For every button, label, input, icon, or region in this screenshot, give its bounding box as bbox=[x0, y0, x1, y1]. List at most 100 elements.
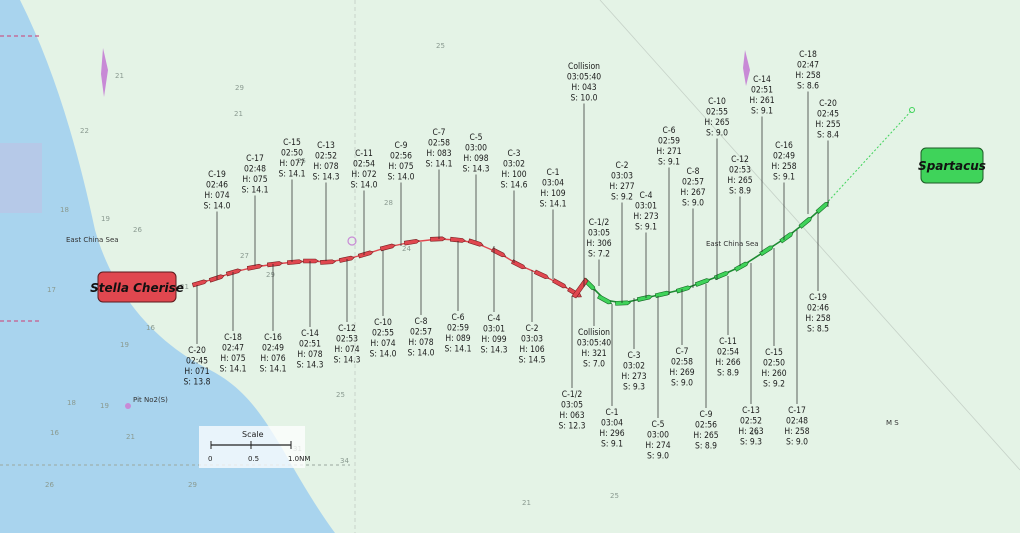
collision-label-stella: Collision 03:05:40 H: 043 S: 10.0 bbox=[567, 62, 601, 287]
label-line: S: 14.1 bbox=[279, 170, 306, 180]
depth-sounding: 25 bbox=[610, 492, 619, 500]
stella-label-text: C-5 03:00 H: 098 S: 14.3 bbox=[463, 133, 490, 175]
stella-label-text: C-3 03:02 H: 100 S: 14.6 bbox=[501, 149, 528, 191]
stella-label: C-16 02:49 H: 076 S: 14.1 bbox=[260, 264, 287, 375]
spartacus-name: Spartacus bbox=[918, 159, 986, 173]
label-line: H: 100 bbox=[501, 170, 526, 180]
label-line: H: 273 bbox=[621, 372, 646, 382]
label-line: 02:51 bbox=[751, 86, 773, 96]
label-line: H: 072 bbox=[351, 170, 376, 180]
label-line: C-4 bbox=[488, 314, 501, 324]
label-line: C-10 bbox=[374, 318, 392, 328]
restricted-zone bbox=[0, 143, 42, 213]
label-line: 03:03 bbox=[521, 335, 543, 345]
spartacus-label: C-16 02:49 H: 258 S: 9.1 bbox=[771, 141, 797, 240]
spartacus-label-text: C-2 03:03 H: 277 S: 9.2 bbox=[609, 161, 634, 203]
label-line: 02:53 bbox=[729, 166, 751, 176]
label-line: Collision bbox=[568, 62, 600, 72]
label-line: S: 14.0 bbox=[204, 202, 231, 212]
label-line: H: 106 bbox=[519, 345, 544, 355]
label-line: C-19 bbox=[809, 293, 827, 303]
collision-label-spartacus: Collision 03:05:40 H: 321 S: 7.0 bbox=[577, 289, 611, 370]
ship-hull bbox=[450, 236, 466, 243]
depth-sounding: 25 bbox=[436, 42, 445, 50]
stella-label-text: C-13 02:52 H: 078 S: 14.3 bbox=[313, 141, 340, 183]
stella-label: C-19 02:46 H: 074 S: 14.0 bbox=[204, 170, 231, 280]
ship-hull bbox=[675, 285, 692, 294]
label-line: H: 296 bbox=[599, 429, 624, 439]
label-line: H: 078 bbox=[408, 338, 433, 348]
stella-label: C-13 02:52 H: 078 S: 14.3 bbox=[313, 141, 340, 261]
label-line: C-2 bbox=[526, 324, 539, 334]
sea-label-right: East China Sea bbox=[706, 240, 759, 248]
label-line: H: 258 bbox=[805, 314, 830, 324]
label-line: S: 14.6 bbox=[501, 181, 528, 191]
spartacus-label-text: C-17 02:48 H: 258 S: 9.0 bbox=[784, 406, 809, 448]
stella-label-text: C-20 02:45 H: 071 S: 13.8 bbox=[184, 346, 211, 388]
depth-sounding: 21 bbox=[180, 283, 189, 291]
stella-label: C-10 02:55 H: 074 S: 14.0 bbox=[370, 250, 397, 360]
label-line: C-19 bbox=[208, 170, 226, 180]
label-line: S: 14.5 bbox=[519, 356, 546, 366]
label-line: S: 8.9 bbox=[717, 369, 739, 379]
spartacus-name-badge: Spartacus bbox=[918, 147, 986, 184]
label-line: S: 14.1 bbox=[445, 345, 472, 355]
shallow-water bbox=[0, 0, 335, 533]
label-line: S: 9.3 bbox=[740, 438, 762, 448]
depth-sounding: 29 bbox=[188, 481, 197, 489]
label-line: S: 14.0 bbox=[351, 181, 378, 191]
scale-title: Scale bbox=[242, 430, 264, 439]
label-line: 02:58 bbox=[671, 358, 693, 368]
ship-hull-shape bbox=[320, 259, 337, 265]
label-line: S: 8.6 bbox=[797, 82, 819, 92]
depth-sounding: 21 bbox=[115, 72, 124, 80]
label-line: C-15 bbox=[765, 348, 783, 358]
ship-hull-shape bbox=[552, 278, 568, 289]
label-line: 03:00 bbox=[647, 431, 669, 441]
label-line: H: 043 bbox=[571, 83, 596, 93]
spartacus-label-text: C-14 02:51 H: 261 S: 9.1 bbox=[749, 75, 774, 117]
label-line: H: 109 bbox=[540, 189, 565, 199]
label-line: S: 12.3 bbox=[559, 422, 586, 432]
label-line: C-6 bbox=[663, 126, 676, 136]
ship-hull-shape bbox=[734, 261, 750, 272]
spartacus-start-point bbox=[909, 107, 915, 113]
ship-hull bbox=[303, 258, 320, 264]
spartacus-label: C-7 02:58 H: 269 S: 9.0 bbox=[669, 289, 695, 389]
label-line: S: 9.1 bbox=[773, 173, 795, 183]
label-line: 02:53 bbox=[336, 335, 358, 345]
label-line: S: 9.0 bbox=[647, 452, 669, 462]
stella-label: C-1 03:04 H: 109 S: 14.1 bbox=[540, 168, 567, 279]
label-line: S: 8.9 bbox=[729, 187, 751, 197]
ship-hull-shape bbox=[713, 271, 730, 281]
ship-hull-shape bbox=[430, 236, 447, 242]
spartacus-label: C-13 02:52 H: 263 S: 9.3 bbox=[738, 263, 764, 448]
spartacus-label-text: C-13 02:52 H: 263 S: 9.3 bbox=[738, 406, 763, 448]
chart-line bbox=[599, 0, 1020, 471]
stella-label: C-2 03:03 H: 106 S: 14.5 bbox=[519, 270, 546, 366]
pit-marker bbox=[125, 403, 131, 409]
label-line: S: 8.4 bbox=[817, 131, 839, 141]
ship-hull bbox=[467, 238, 484, 247]
spartacus-label: C-1/2 03:05 H: 306 S: 7.2 bbox=[586, 218, 612, 286]
stella-label: C-9 02:56 H: 075 S: 14.0 bbox=[388, 141, 415, 246]
depth-sounding: 19 bbox=[750, 429, 759, 437]
stella-label-text: C-19 02:46 H: 074 S: 14.0 bbox=[204, 170, 231, 212]
label-line: C-9 bbox=[395, 141, 408, 151]
ship-hull-shape bbox=[533, 269, 550, 280]
label-line: C-7 bbox=[433, 128, 446, 138]
spartacus-label: C-19 02:46 H: 258 S: 8.5 bbox=[805, 213, 831, 335]
label-line: C-20 bbox=[188, 346, 206, 356]
ship-hull-shape bbox=[266, 261, 283, 268]
buoy-marker bbox=[743, 50, 750, 86]
depth-sounding: 27 bbox=[240, 252, 249, 260]
label-line: S: 14.3 bbox=[463, 165, 490, 175]
scale-box bbox=[199, 426, 305, 468]
depth-sounding: 24 bbox=[402, 245, 411, 253]
label-line: C-16 bbox=[264, 333, 282, 343]
label-line: 02:56 bbox=[390, 152, 412, 162]
ship-hull-shape bbox=[511, 259, 527, 270]
depth-sounding: 16 bbox=[146, 324, 155, 332]
ship-hull bbox=[734, 261, 750, 272]
ship-hull-shape bbox=[636, 294, 653, 302]
